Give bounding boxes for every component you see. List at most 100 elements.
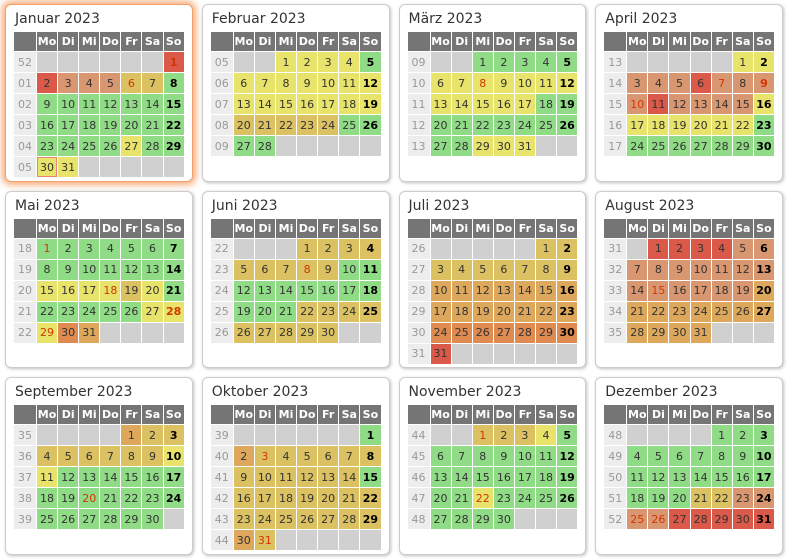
day-cell[interactable]: 13 <box>141 258 164 281</box>
day-cell[interactable]: 3 <box>57 72 80 94</box>
day-cell[interactable]: 13 <box>317 466 340 489</box>
day-cell[interactable]: 25 <box>99 300 122 323</box>
day-cell[interactable]: 13 <box>668 466 691 489</box>
day-cell[interactable]: 27 <box>668 508 691 531</box>
day-cell[interactable]: 12 <box>556 72 579 94</box>
day-cell[interactable]: 27 <box>253 321 276 344</box>
day-cell[interactable]: 31 <box>429 342 452 365</box>
day-cell[interactable]: 7 <box>338 445 361 468</box>
day-cell[interactable]: 2 <box>57 237 80 260</box>
day-cell[interactable]: 12 <box>359 72 382 94</box>
day-cell[interactable]: 11 <box>35 466 59 489</box>
day-cell[interactable]: 2 <box>35 72 59 94</box>
day-cell[interactable]: 24 <box>78 300 101 323</box>
day-cell[interactable]: 20 <box>317 487 340 510</box>
day-cell[interactable]: 17 <box>429 300 452 323</box>
day-cell[interactable]: 3 <box>253 445 276 468</box>
day-cell[interactable]: 13 <box>492 279 515 302</box>
day-cell[interactable]: 2 <box>492 424 515 447</box>
day-cell[interactable]: 14 <box>513 279 536 302</box>
day-cell[interactable]: 26 <box>359 114 382 136</box>
day-cell[interactable]: 25 <box>35 508 59 531</box>
day-cell[interactable]: 1 <box>647 237 670 260</box>
day-cell[interactable]: 30 <box>232 529 255 552</box>
day-cell[interactable]: 20 <box>668 487 691 510</box>
day-cell[interactable]: 2 <box>668 237 691 260</box>
day-cell[interactable]: 5 <box>668 72 691 94</box>
day-cell[interactable]: 14 <box>338 466 361 489</box>
day-cell[interactable]: 20 <box>232 114 255 136</box>
day-cell[interactable]: 1 <box>162 51 185 73</box>
day-cell[interactable]: 7 <box>710 72 733 94</box>
day-cell[interactable]: 29 <box>35 321 59 344</box>
day-cell[interactable]: 8 <box>731 72 754 94</box>
day-cell[interactable]: 1 <box>359 424 382 447</box>
day-cell[interactable]: 29 <box>296 321 319 344</box>
day-cell[interactable]: 18 <box>647 114 670 136</box>
day-cell[interactable]: 10 <box>338 258 361 281</box>
day-cell[interactable]: 16 <box>668 279 691 302</box>
day-cell[interactable]: 8 <box>710 445 733 468</box>
day-cell[interactable]: 1 <box>710 424 733 447</box>
day-cell[interactable]: 8 <box>162 72 185 94</box>
day-cell[interactable]: 25 <box>338 114 361 136</box>
day-cell[interactable]: 11 <box>534 72 558 94</box>
day-cell[interactable]: 2 <box>731 424 754 447</box>
day-cell[interactable]: 11 <box>338 72 361 94</box>
day-cell[interactable]: 27 <box>689 135 712 157</box>
day-cell[interactable]: 24 <box>689 300 712 323</box>
day-cell[interactable]: 26 <box>57 508 80 531</box>
day-cell[interactable]: 6 <box>253 258 276 281</box>
day-cell[interactable]: 1 <box>120 424 143 447</box>
day-cell[interactable]: 9 <box>141 445 164 468</box>
day-cell[interactable]: 14 <box>450 466 473 489</box>
day-cell[interactable]: 15 <box>35 279 59 302</box>
day-cell[interactable]: 9 <box>35 93 59 115</box>
day-cell[interactable]: 21 <box>513 300 536 323</box>
day-cell[interactable]: 26 <box>556 487 579 510</box>
day-cell[interactable]: 30 <box>492 135 515 157</box>
day-cell[interactable]: 13 <box>232 93 255 115</box>
day-cell[interactable]: 22 <box>274 114 298 136</box>
day-cell[interactable]: 1 <box>471 424 494 447</box>
day-cell[interactable]: 14 <box>141 93 164 115</box>
day-cell[interactable]: 11 <box>710 258 733 281</box>
day-cell[interactable]: 3 <box>162 424 185 447</box>
day-cell[interactable]: 28 <box>162 300 185 323</box>
day-cell[interactable]: 21 <box>338 487 361 510</box>
day-cell[interactable]: 7 <box>162 237 185 260</box>
day-cell[interactable]: 21 <box>99 487 122 510</box>
day-cell[interactable]: 16 <box>317 279 340 302</box>
day-cell[interactable]: 28 <box>141 135 164 157</box>
day-cell[interactable]: 31 <box>513 135 536 157</box>
day-cell[interactable]: 6 <box>429 445 452 468</box>
day-cell[interactable]: 24 <box>626 135 649 157</box>
day-cell[interactable]: 17 <box>162 466 185 489</box>
day-cell[interactable]: 1 <box>274 51 298 73</box>
day-cell[interactable]: 29 <box>534 321 558 344</box>
day-cell[interactable]: 28 <box>274 321 298 344</box>
day-cell[interactable]: 10 <box>513 72 536 94</box>
day-cell[interactable]: 28 <box>710 135 733 157</box>
day-cell[interactable]: 5 <box>296 445 319 468</box>
day-cell[interactable]: 9 <box>492 445 515 468</box>
day-cell[interactable]: 18 <box>338 93 361 115</box>
day-cell[interactable]: 16 <box>731 466 754 489</box>
day-cell[interactable]: 17 <box>513 466 536 489</box>
day-cell[interactable]: 17 <box>317 93 340 115</box>
day-cell[interactable]: 17 <box>253 487 276 510</box>
day-cell[interactable]: 28 <box>338 508 361 531</box>
day-cell[interactable]: 10 <box>317 72 340 94</box>
day-cell[interactable]: 19 <box>731 279 754 302</box>
day-cell[interactable]: 12 <box>647 466 670 489</box>
day-cell[interactable]: 14 <box>626 279 649 302</box>
day-cell[interactable]: 2 <box>232 445 255 468</box>
day-cell[interactable]: 27 <box>141 300 164 323</box>
day-cell[interactable]: 7 <box>274 258 298 281</box>
day-cell[interactable]: 29 <box>471 508 494 531</box>
day-cell[interactable]: 5 <box>232 258 255 281</box>
day-cell[interactable]: 23 <box>492 114 515 136</box>
day-cell[interactable]: 24 <box>253 508 276 531</box>
day-cell[interactable]: 22 <box>471 487 494 510</box>
day-cell[interactable]: 21 <box>253 114 276 136</box>
